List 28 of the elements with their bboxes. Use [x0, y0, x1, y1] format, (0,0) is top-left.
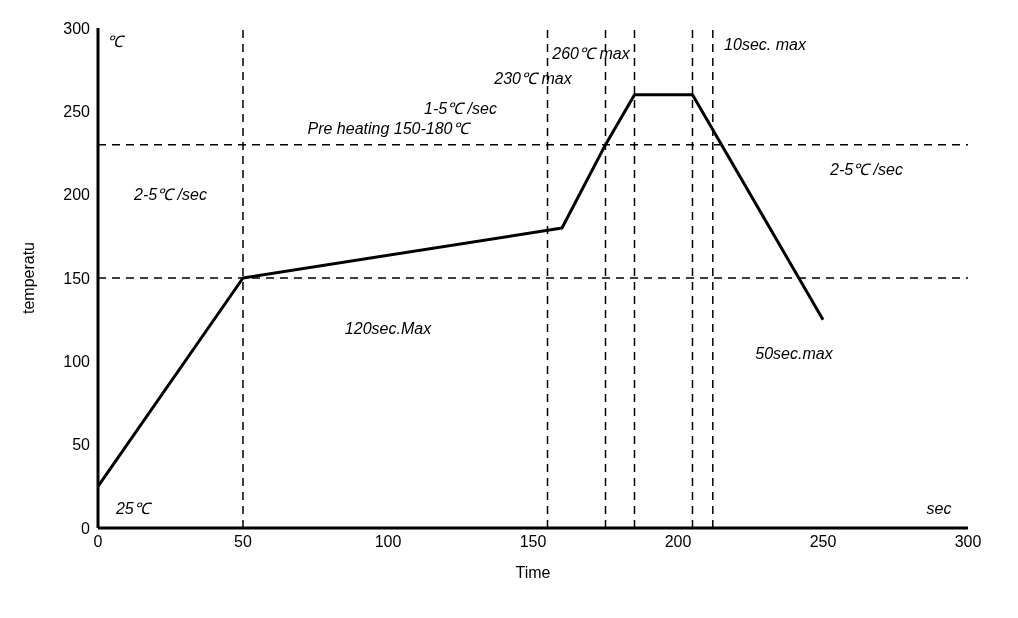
annotation: Pre heating 150-180℃: [307, 119, 472, 137]
annotation: 1-5℃ /sec: [424, 99, 497, 117]
annotation: 230℃ max: [493, 69, 573, 87]
x-tick-label: 250: [809, 533, 837, 551]
y-tick-label: 200: [63, 186, 91, 204]
annotation: 2-5℃ /sec: [133, 186, 207, 204]
y-tick-label: 0: [81, 519, 91, 537]
annotation: 25℃: [114, 499, 153, 517]
y-tick-label: 150: [63, 269, 91, 287]
annotation: 50sec.max: [755, 344, 834, 362]
annotation: ℃: [107, 33, 127, 51]
annotation: 10sec. max: [724, 36, 807, 54]
x-axis-title: Time: [515, 564, 551, 581]
annotation: 2-5℃ /sec: [829, 161, 903, 179]
x-tick-label: 300: [954, 533, 982, 551]
x-tick-label: 150: [519, 533, 547, 551]
annotation: 120sec.Max: [344, 319, 433, 337]
x-tick-label: 100: [374, 533, 402, 551]
x-tick-label: 200: [664, 533, 692, 551]
annotation: 260℃ max: [551, 44, 631, 62]
y-tick-label: 250: [63, 103, 91, 121]
y-tick-label: 300: [63, 19, 91, 37]
annotation: sec: [926, 499, 952, 517]
y-axis-title: temperatu: [19, 241, 37, 315]
y-tick-label: 100: [63, 353, 91, 371]
y-tick-label: 50: [72, 436, 91, 454]
x-tick-label: 0: [93, 533, 103, 551]
x-tick-label: 50: [234, 533, 252, 551]
